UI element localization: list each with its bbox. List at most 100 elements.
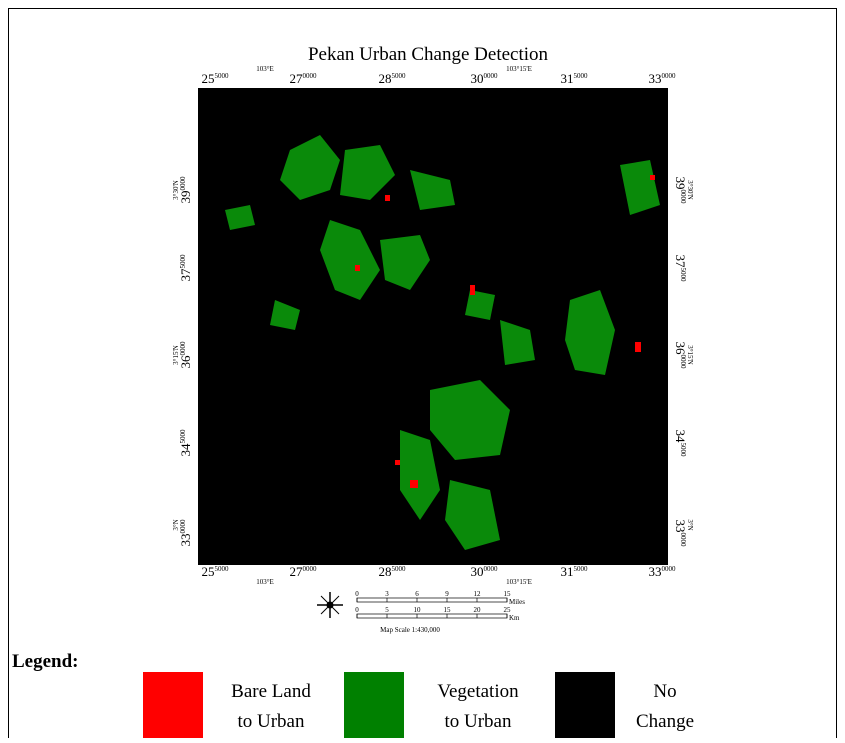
scale-label: 9 [445, 590, 449, 598]
bare-land-patch [635, 342, 641, 352]
coordinate-sup: 5000 [215, 565, 230, 573]
latitude-label: 3°15'N [172, 345, 180, 365]
coordinate-sup: 0000 [679, 533, 687, 548]
legend-swatch [344, 672, 404, 738]
coordinate-main: 30 [471, 564, 484, 579]
bare-land-patch [395, 460, 400, 465]
longitude-label: 103°15'E [506, 65, 532, 73]
coordinate-main: 31 [561, 71, 574, 86]
vegetation-patch [270, 300, 300, 330]
coordinate-main: 33 [649, 564, 662, 579]
coordinate-main: 39 [178, 191, 193, 204]
coordinate-label: 285000 [379, 71, 407, 86]
coordinate-main: 28 [379, 564, 392, 579]
bare-land-patch [355, 265, 360, 271]
coordinate-sup: 5000 [392, 72, 407, 80]
vegetation-patch [500, 320, 535, 365]
legend-label: No [653, 681, 676, 702]
coordinate-sup: 5000 [574, 72, 589, 80]
coordinate-label: 390000 [178, 176, 193, 204]
coordinate-label: 375000 [178, 254, 193, 282]
vegetation-patch [380, 235, 430, 290]
coordinate-label: 345000 [673, 430, 688, 458]
coordinate-main: 36 [673, 342, 688, 356]
bare-land-patch [385, 195, 390, 201]
coordinate-sup: 0000 [179, 519, 187, 534]
scale-label: 0 [355, 606, 359, 614]
latitude-label: 3°30'N [172, 180, 180, 200]
vegetation-patches [225, 135, 660, 550]
coordinate-label: 285000 [379, 564, 407, 579]
coordinate-label: 300000 [471, 71, 499, 86]
scale-label: 15 [504, 590, 512, 598]
coordinate-sup: 0000 [179, 176, 187, 191]
legend-title: Legend: [12, 651, 79, 672]
coordinate-main: 34 [673, 430, 688, 444]
coordinate-main: 33 [178, 534, 193, 547]
coordinate-main: 36 [178, 355, 193, 369]
scale-label: 3 [385, 590, 389, 598]
vegetation-patch [320, 220, 380, 300]
coordinate-sup: 5000 [679, 268, 687, 283]
latitude-label: 3°15'N [686, 345, 694, 365]
vegetation-patch [430, 380, 510, 460]
vegetation-patch [620, 160, 660, 215]
legend-label: Vegetation [437, 681, 519, 702]
vegetation-patch [340, 145, 395, 200]
coordinate-label: 315000 [561, 564, 589, 579]
coordinate-sup: 0000 [662, 72, 677, 80]
scale-unit: Miles [509, 598, 525, 606]
coordinate-label: 300000 [471, 564, 499, 579]
coordinate-label: 270000 [290, 71, 318, 86]
legend: Bare Land to Urban Vegetation to Urban No Cha… [143, 672, 694, 738]
coordinate-sup: 0000 [484, 72, 499, 80]
legend-label: to Urban [444, 711, 512, 732]
coordinate-main: 25 [202, 71, 215, 86]
scale-label: 6 [415, 590, 419, 598]
scale-segment [356, 597, 508, 603]
coordinate-sup: 0000 [303, 72, 318, 80]
scale-unit: Km [509, 614, 520, 622]
scale-label: 5 [385, 606, 389, 614]
map-title: Pekan Urban Change Detection [308, 44, 549, 65]
bare-land-patches [355, 175, 655, 488]
coordinate-main: 37 [178, 268, 193, 282]
coordinate-sup: 0000 [662, 565, 677, 573]
coordinate-label: 255000 [202, 564, 230, 579]
coordinate-sup: 5000 [179, 429, 187, 444]
coordinate-label: 375000 [673, 255, 688, 283]
vegetation-patch [400, 430, 440, 520]
coordinate-main: 37 [673, 255, 688, 269]
longitude-label: 103°E [256, 578, 274, 586]
longitude-label: 103°15'E [506, 578, 532, 586]
vegetation-patch [280, 135, 340, 200]
legend-label: to Urban [237, 711, 305, 732]
scale-label: 10 [414, 606, 422, 614]
coordinate-main: 33 [673, 520, 688, 533]
coordinate-label: 330000 [649, 564, 677, 579]
coordinate-label: 330000 [178, 519, 193, 547]
coordinate-main: 34 [178, 443, 193, 457]
coordinate-main: 31 [561, 564, 574, 579]
vegetation-patch [565, 290, 615, 375]
coordinate-sup: 5000 [392, 565, 407, 573]
legend-swatch [555, 672, 615, 738]
vegetation-patch [445, 480, 500, 550]
longitude-label: 103°E [256, 65, 274, 73]
coordinate-label: 315000 [561, 71, 589, 86]
scale-label: 25 [504, 606, 512, 614]
coordinate-sup: 0000 [179, 341, 187, 356]
coordinate-sup: 0000 [679, 190, 687, 205]
scale-caption: Map Scale 1:430,000 [380, 626, 440, 634]
bare-land-patch [470, 285, 475, 295]
coordinate-sup: 5000 [574, 565, 589, 573]
scale-label: 12 [474, 590, 482, 598]
north-arrow [317, 592, 343, 618]
scale-label: 15 [444, 606, 452, 614]
coordinate-sup: 5000 [679, 443, 687, 458]
latitude-label: 3°30'N [686, 180, 694, 200]
legend-label: Bare Land [231, 681, 311, 702]
coordinate-sup: 0000 [303, 565, 318, 573]
coordinate-main: 33 [649, 71, 662, 86]
coordinate-main: 27 [290, 564, 304, 579]
